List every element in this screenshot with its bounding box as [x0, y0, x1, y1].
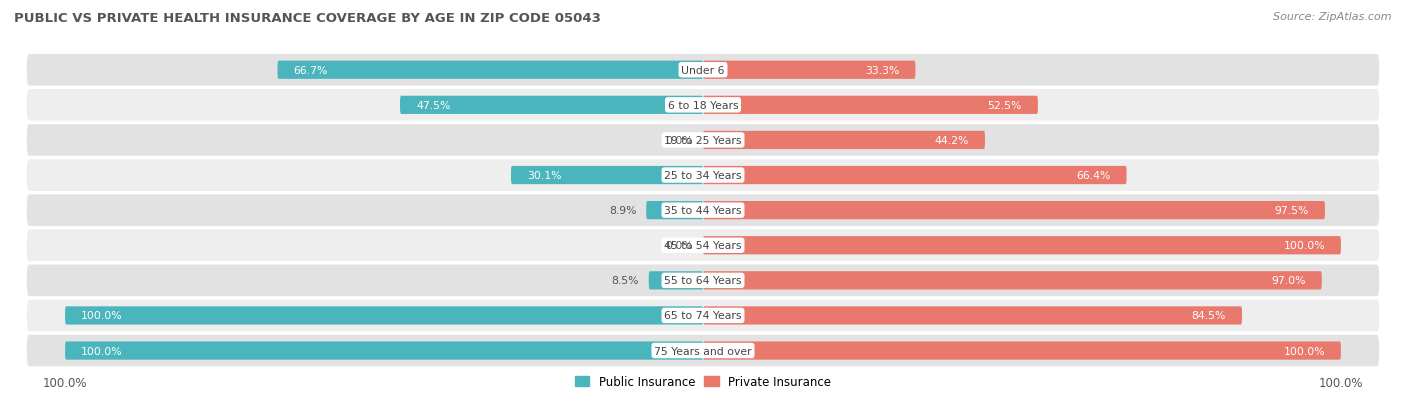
FancyBboxPatch shape	[277, 62, 703, 80]
Text: 65 to 74 Years: 65 to 74 Years	[664, 311, 742, 320]
FancyBboxPatch shape	[27, 265, 1379, 297]
Text: PUBLIC VS PRIVATE HEALTH INSURANCE COVERAGE BY AGE IN ZIP CODE 05043: PUBLIC VS PRIVATE HEALTH INSURANCE COVER…	[14, 12, 600, 25]
FancyBboxPatch shape	[647, 202, 703, 220]
Text: 47.5%: 47.5%	[416, 101, 450, 111]
Legend: Public Insurance, Private Insurance: Public Insurance, Private Insurance	[571, 372, 835, 392]
Text: 0.0%: 0.0%	[665, 241, 693, 251]
Text: 35 to 44 Years: 35 to 44 Years	[664, 206, 742, 216]
Text: 52.5%: 52.5%	[987, 101, 1022, 111]
FancyBboxPatch shape	[510, 166, 703, 185]
Text: 84.5%: 84.5%	[1192, 311, 1226, 320]
Text: 55 to 64 Years: 55 to 64 Years	[664, 275, 742, 286]
FancyBboxPatch shape	[27, 160, 1379, 191]
Text: 0.0%: 0.0%	[665, 135, 693, 146]
FancyBboxPatch shape	[703, 272, 1322, 290]
FancyBboxPatch shape	[703, 342, 1341, 360]
FancyBboxPatch shape	[703, 306, 1241, 325]
FancyBboxPatch shape	[703, 202, 1324, 220]
FancyBboxPatch shape	[27, 230, 1379, 261]
FancyBboxPatch shape	[703, 166, 1126, 185]
FancyBboxPatch shape	[27, 55, 1379, 86]
FancyBboxPatch shape	[27, 195, 1379, 226]
FancyBboxPatch shape	[65, 342, 703, 360]
Text: 44.2%: 44.2%	[935, 135, 969, 146]
Text: 97.0%: 97.0%	[1271, 275, 1306, 286]
Text: 97.5%: 97.5%	[1275, 206, 1309, 216]
FancyBboxPatch shape	[27, 300, 1379, 332]
Text: 25 to 34 Years: 25 to 34 Years	[664, 171, 742, 180]
FancyBboxPatch shape	[703, 97, 1038, 115]
Text: Under 6: Under 6	[682, 66, 724, 76]
Text: Source: ZipAtlas.com: Source: ZipAtlas.com	[1274, 12, 1392, 22]
Text: 75 Years and over: 75 Years and over	[654, 346, 752, 356]
FancyBboxPatch shape	[27, 125, 1379, 157]
Text: 33.3%: 33.3%	[865, 66, 900, 76]
Text: 100.0%: 100.0%	[82, 346, 122, 356]
Text: 45 to 54 Years: 45 to 54 Years	[664, 241, 742, 251]
FancyBboxPatch shape	[703, 62, 915, 80]
Text: 8.5%: 8.5%	[612, 275, 640, 286]
Text: 100.0%: 100.0%	[1284, 241, 1324, 251]
Text: 6 to 18 Years: 6 to 18 Years	[668, 101, 738, 111]
FancyBboxPatch shape	[648, 272, 703, 290]
Text: 100.0%: 100.0%	[82, 311, 122, 320]
FancyBboxPatch shape	[65, 306, 703, 325]
FancyBboxPatch shape	[399, 97, 703, 115]
Text: 66.7%: 66.7%	[294, 66, 328, 76]
FancyBboxPatch shape	[703, 131, 986, 150]
Text: 19 to 25 Years: 19 to 25 Years	[664, 135, 742, 146]
Text: 8.9%: 8.9%	[609, 206, 637, 216]
FancyBboxPatch shape	[27, 90, 1379, 121]
Text: 30.1%: 30.1%	[527, 171, 561, 180]
FancyBboxPatch shape	[27, 335, 1379, 366]
Text: 66.4%: 66.4%	[1076, 171, 1111, 180]
Text: 100.0%: 100.0%	[1284, 346, 1324, 356]
FancyBboxPatch shape	[703, 237, 1341, 255]
